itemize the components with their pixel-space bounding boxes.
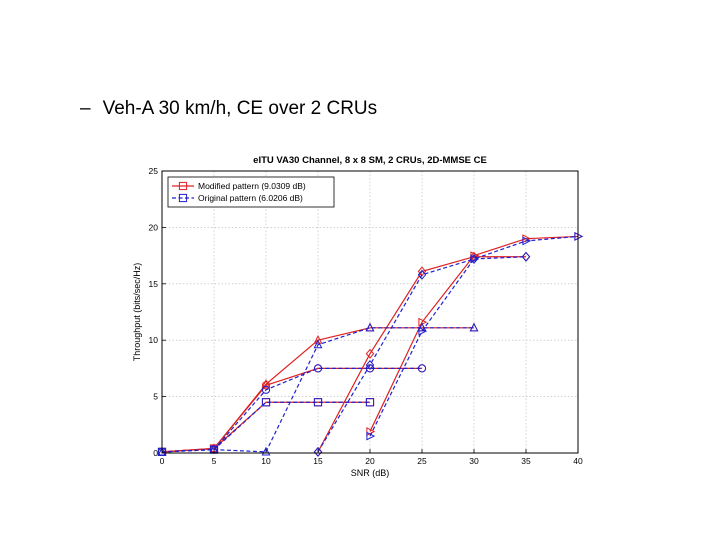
y-axis-label: Throughput (bits/sec/Hz) (132, 263, 142, 362)
data-point (313, 446, 323, 457)
legend-marker-shape (178, 193, 188, 203)
data-point (313, 364, 323, 373)
x-tick-label: 30 (469, 456, 479, 466)
data-point (366, 431, 376, 441)
data-point (313, 398, 323, 407)
data-point (261, 446, 271, 456)
y-tick-label: 20 (149, 222, 159, 232)
legend: Modified pattern (9.0309 dB) Original pa… (167, 176, 335, 208)
throughput-chart: 0 5 10 15 20 25 30 35 40 0 5 10 15 20 25 eITU VA30 Cha… (118, 140, 598, 485)
data-point (157, 446, 167, 456)
data-point (522, 236, 532, 246)
legend-marker-original (178, 193, 188, 203)
y-tick-label: 25 (149, 166, 159, 176)
y-tick-label: 15 (149, 279, 159, 289)
bullet-text: Veh-A 30 km/h, CE over 2 CRUs (102, 98, 378, 119)
series-line (369, 235, 579, 437)
data-point (365, 322, 375, 332)
x-tick-label: 25 (417, 456, 427, 466)
legend-label-original: Original pattern (6.0206 dB) (198, 193, 303, 203)
legend-box (167, 176, 335, 208)
series-layer (157, 232, 584, 457)
slide-bullet: – Veh-A 30 km/h, CE over 2 CRUs (80, 98, 377, 120)
data-point (261, 385, 271, 394)
data-point (521, 251, 531, 262)
legend-label-modified: Modified pattern (9.0309 dB) (198, 181, 306, 191)
data-point (365, 398, 375, 407)
data-point (313, 334, 323, 344)
x-axis-label: SNR (dB) (351, 468, 390, 478)
data-point (313, 339, 323, 349)
legend-marker-modified (178, 181, 188, 191)
x-tick-label: 40 (573, 456, 583, 466)
data-point (418, 326, 428, 336)
tick-layer: 0 5 10 15 20 25 30 35 40 0 5 10 15 20 25 (149, 166, 583, 466)
x-tick-label: 0 (160, 456, 165, 466)
series-line (317, 256, 527, 453)
data-point (417, 364, 427, 373)
chart-title: eITU VA30 Channel, 8 x 8 SM, 2 CRUs, 2D-… (253, 155, 487, 166)
data-point (365, 360, 375, 370)
series-line (161, 367, 422, 453)
x-tick-label: 5 (212, 456, 217, 466)
x-tick-label: 20 (365, 456, 375, 466)
data-point (417, 269, 427, 280)
x-tick-label: 10 (261, 456, 271, 466)
y-tick-label: 10 (149, 335, 159, 345)
y-tick-label: 0 (153, 448, 158, 458)
y-tick-label: 5 (153, 392, 158, 402)
series-line (369, 235, 579, 432)
data-point (261, 378, 271, 388)
data-point (261, 381, 271, 390)
legend-marker-shape (178, 181, 188, 191)
series-line (317, 256, 526, 453)
x-tick-label: 35 (521, 456, 531, 466)
bullet-dash: – (80, 98, 91, 119)
x-tick-label: 15 (313, 456, 323, 466)
data-point (261, 398, 271, 407)
data-point (365, 348, 375, 359)
data-point (469, 322, 479, 332)
data-point (366, 427, 376, 436)
series-8-diamond (313, 251, 531, 457)
data-point (470, 254, 480, 264)
